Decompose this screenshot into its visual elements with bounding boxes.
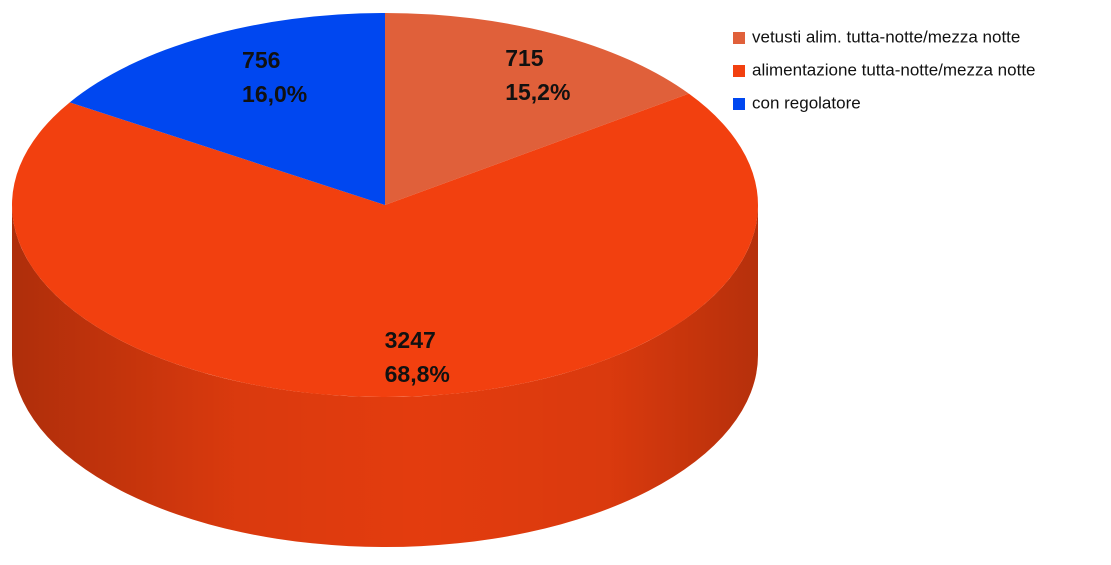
value-label: 3247 xyxy=(385,327,436,353)
value-label: 715 xyxy=(505,45,544,71)
legend-swatch xyxy=(733,65,745,77)
legend-swatch xyxy=(733,98,745,110)
legend-label: alimentazione tutta-notte/mezza notte xyxy=(752,60,1036,79)
value-label: 756 xyxy=(242,47,280,73)
legend-label: con regolatore xyxy=(752,93,861,112)
slice xyxy=(11,93,758,397)
percent-label: 16,0% xyxy=(242,81,307,107)
slice xyxy=(385,13,689,205)
slice-side-shade xyxy=(12,205,758,547)
legend-swatch xyxy=(733,32,745,44)
slice xyxy=(69,13,385,205)
percent-label: 15,2% xyxy=(505,79,570,105)
percent-label: 68,8% xyxy=(385,361,450,387)
legend-label: vetusti alim. tutta-notte/mezza notte xyxy=(752,27,1020,46)
